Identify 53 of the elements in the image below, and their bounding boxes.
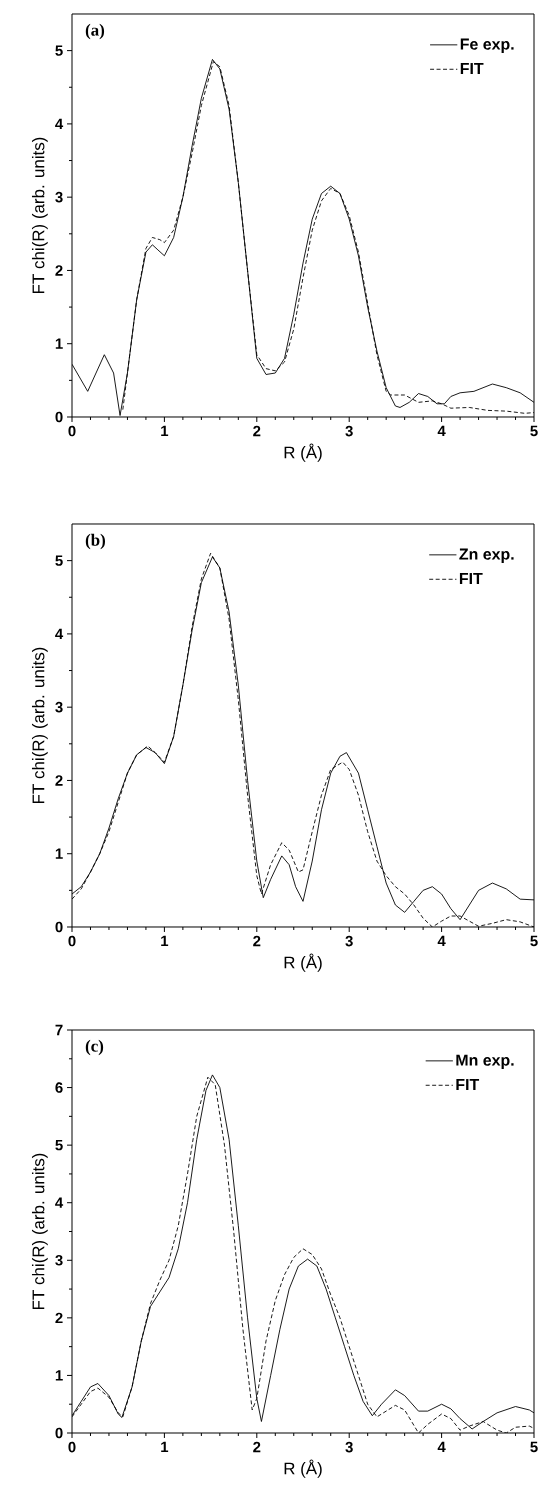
x-tick-label: 0: [68, 425, 76, 437]
x-tick-label: 5: [530, 935, 538, 947]
y-tick-label: 1: [55, 338, 63, 349]
x-tick-label: 3: [345, 1441, 353, 1453]
annotation: (b): [85, 533, 106, 550]
y-tick-label: 5: [55, 45, 63, 56]
x-tick-label: 0: [68, 1441, 76, 1453]
y-tick-label: 5: [55, 555, 63, 566]
y-tick-label: 3: [55, 701, 63, 713]
y-tick-label: 0: [55, 1427, 63, 1439]
x-tick-label: 0: [68, 935, 76, 947]
x-tick-label: 2: [253, 425, 261, 437]
x-tick-label: 5: [530, 1441, 538, 1453]
legend-label: Zn exp.: [459, 548, 514, 563]
y-tick-label: 6: [55, 1082, 63, 1093]
x-tick-label: 4: [437, 1441, 446, 1453]
y-tick-label: 2: [55, 265, 63, 276]
x-tick-label: 3: [345, 935, 353, 947]
y-tick-label: 7: [55, 1024, 63, 1036]
y-tick-label: 2: [55, 775, 63, 786]
y-tick-label: 3: [55, 1254, 63, 1266]
y-axis-title: FT chi(R) (arb. units): [31, 137, 48, 293]
x-axis-title: R (Å): [284, 1459, 322, 1478]
y-axis-title: FT chi(R) (arb. units): [31, 1153, 48, 1309]
legend-label: FIT: [459, 573, 483, 585]
y-tick-label: 0: [55, 921, 63, 933]
y-tick-label: 2: [55, 1312, 63, 1324]
legend-label: FIT: [460, 63, 484, 74]
y-tick-label: 5: [55, 1139, 63, 1151]
y-tick-label: 4: [55, 628, 64, 640]
annotation: (c): [85, 1039, 104, 1056]
y-axis-title: FT chi(R) (arb. units): [31, 647, 48, 803]
x-axis-title: R (Å): [284, 953, 322, 972]
x-tick-label: 4: [437, 425, 446, 437]
x-tick-label: 1: [161, 1441, 169, 1453]
y-tick-label: 0: [55, 411, 63, 423]
x-tick-label: 1: [161, 425, 169, 437]
x-tick-label: 2: [253, 935, 261, 947]
legend-label: Mn exp.: [456, 1054, 514, 1069]
y-tick-label: 3: [55, 191, 63, 203]
x-tick-label: 2: [253, 1441, 261, 1453]
x-tick-label: 3: [345, 425, 353, 437]
annotation: (a): [85, 23, 105, 40]
y-tick-label: 1: [55, 848, 63, 859]
y-tick-label: 1: [55, 1370, 63, 1381]
x-tick-label: 5: [530, 425, 538, 437]
legend-label: Fe exp.: [460, 38, 514, 53]
x-tick-label: 1: [161, 935, 169, 947]
x-tick-label: 4: [437, 935, 446, 947]
y-tick-label: 4: [55, 118, 64, 130]
y-tick-label: 4: [55, 1197, 64, 1208]
legend-label: FIT: [456, 1079, 480, 1091]
x-axis-title: R (Å): [284, 443, 322, 462]
